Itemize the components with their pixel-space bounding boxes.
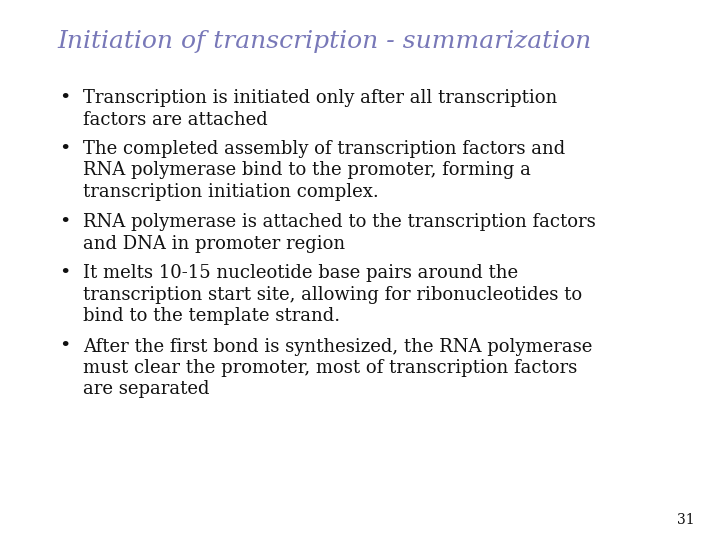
Text: •: • [59, 338, 71, 355]
Text: It melts 10-15 nucleotide base pairs around the
transcription start site, allowi: It melts 10-15 nucleotide base pairs aro… [83, 264, 582, 325]
Text: 31: 31 [678, 512, 695, 526]
Text: Initiation of transcription - summarization: Initiation of transcription - summarizat… [58, 30, 592, 53]
Text: •: • [59, 89, 71, 107]
Text: •: • [59, 140, 71, 158]
Text: •: • [59, 213, 71, 231]
Text: Transcription is initiated only after all transcription
factors are attached: Transcription is initiated only after al… [83, 89, 557, 129]
Text: RNA polymerase is attached to the transcription factors
and DNA in promoter regi: RNA polymerase is attached to the transc… [83, 213, 595, 253]
Text: •: • [59, 264, 71, 282]
Text: After the first bond is synthesized, the RNA polymerase
must clear the promoter,: After the first bond is synthesized, the… [83, 338, 592, 399]
Text: The completed assembly of transcription factors and
RNA polymerase bind to the p: The completed assembly of transcription … [83, 140, 565, 201]
